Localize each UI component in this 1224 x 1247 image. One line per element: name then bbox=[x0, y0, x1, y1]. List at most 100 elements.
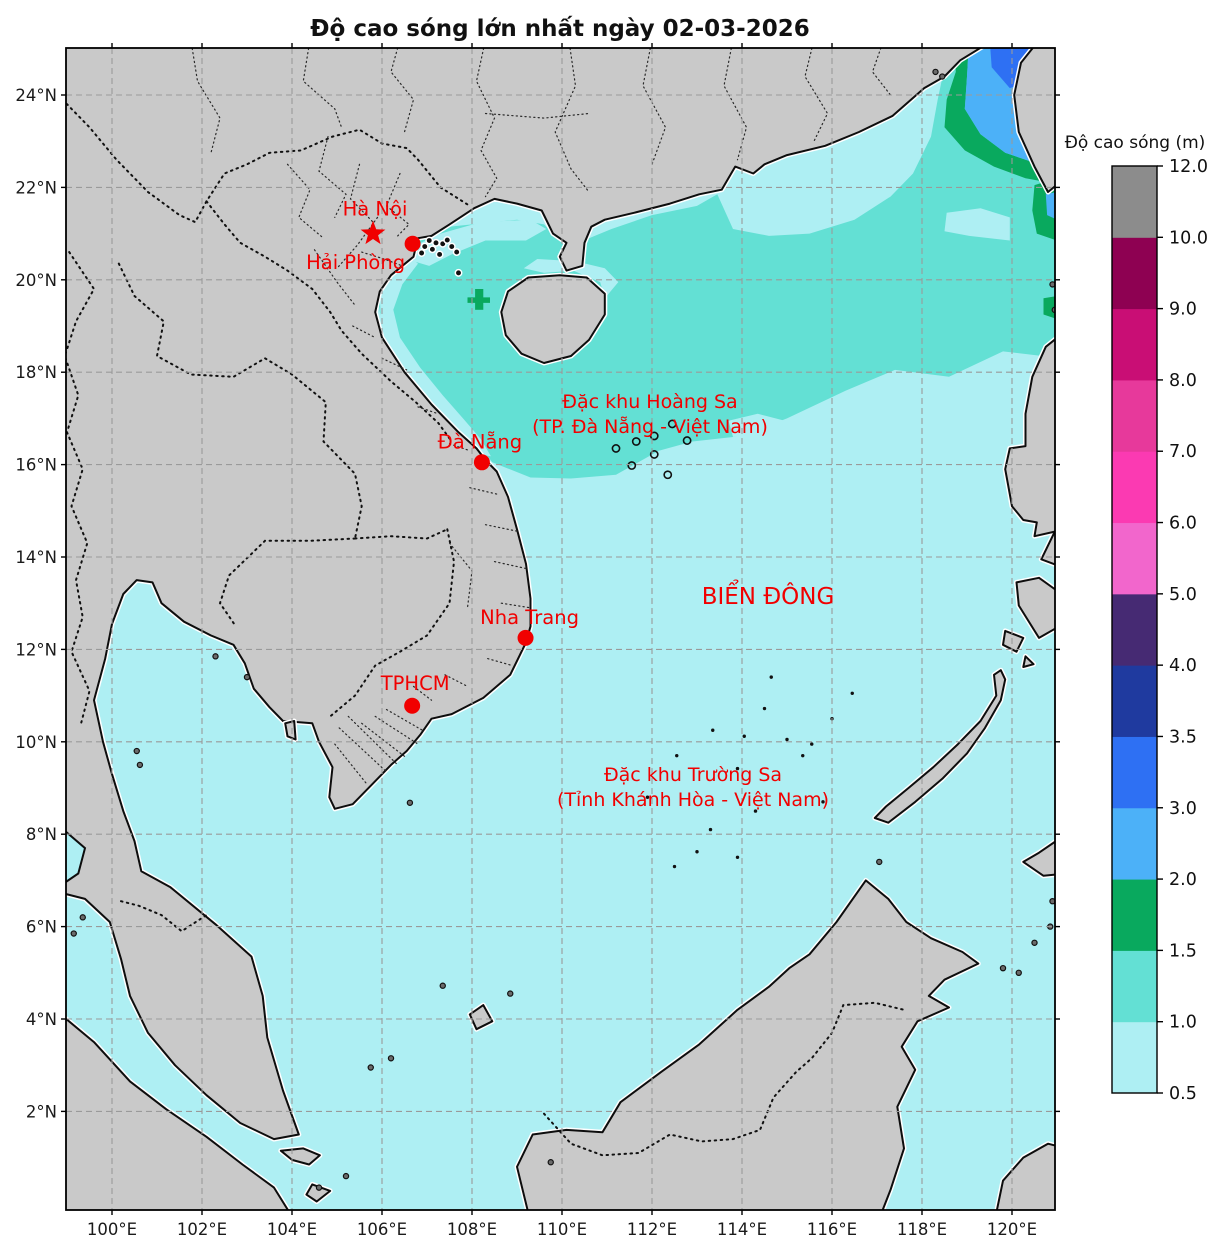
colorbar-segment bbox=[1112, 166, 1157, 238]
axes-layer: 100°E 102°E 104°E 106°E 108°E 110°E 112°E 114°E… bbox=[15, 43, 1060, 1239]
island-dot bbox=[507, 990, 514, 997]
island-dot bbox=[70, 930, 77, 937]
spratly-islet bbox=[711, 728, 715, 732]
country-border-dotted bbox=[543, 1001, 905, 1157]
x-tick-label: 110°E bbox=[537, 1220, 587, 1239]
province-border bbox=[385, 172, 410, 237]
province-border bbox=[475, 48, 498, 198]
colorbar-tick-label: 1.5 bbox=[1169, 941, 1197, 961]
province-border bbox=[347, 715, 399, 766]
province-border bbox=[361, 251, 403, 267]
y-tick-label: 16°N bbox=[15, 456, 57, 475]
landmass-busuanga bbox=[1002, 629, 1025, 653]
colorbar-segment bbox=[1112, 1021, 1157, 1094]
country-border-dotted bbox=[354, 528, 449, 540]
colorbar: 0.5 1.0 1.5 2.0 3.0 3.5 4.0 5.0 6.0 7.0 8.0 9.0 10.0… bbox=[1111, 157, 1208, 1104]
city-label: Nha Trang bbox=[480, 606, 579, 629]
paracel-islet bbox=[663, 470, 673, 480]
map-layers bbox=[66, 48, 1055, 1210]
island-dot bbox=[999, 964, 1007, 972]
wave-region-1.5-2.0m-gulf-spot bbox=[475, 289, 484, 310]
island-dot bbox=[387, 1055, 395, 1062]
province-border bbox=[381, 357, 408, 371]
colorbar-segment bbox=[1112, 522, 1157, 595]
country-border-dotted bbox=[329, 528, 456, 718]
paracel-islet bbox=[649, 431, 659, 441]
landmass-culion bbox=[1022, 655, 1035, 668]
province-border bbox=[804, 48, 829, 142]
paracel-islet bbox=[667, 419, 677, 429]
colorbar-tick-label: 12.0 bbox=[1169, 157, 1208, 177]
colorbar-segment bbox=[1112, 451, 1157, 524]
island-dot bbox=[1031, 939, 1038, 946]
island-dot bbox=[432, 238, 440, 247]
province-border bbox=[554, 48, 590, 193]
colorbar-tick-label: 7.0 bbox=[1169, 442, 1197, 462]
colorbar-segment bbox=[1112, 379, 1157, 452]
city-marker-dot bbox=[404, 235, 421, 252]
island-dot bbox=[406, 799, 414, 806]
landmass-phuquoc bbox=[284, 720, 297, 741]
province-border bbox=[338, 727, 388, 773]
colorbar-tick-label: 5.0 bbox=[1169, 585, 1197, 605]
colorbar-segment bbox=[1112, 736, 1157, 809]
province-border bbox=[334, 743, 367, 784]
y-tick-label: 18°N bbox=[15, 363, 57, 382]
spratly-islet bbox=[695, 850, 699, 854]
y-tick-label: 20°N bbox=[15, 271, 57, 290]
sea-area-label: Đặc khu Hoàng Sa bbox=[562, 391, 737, 413]
province-border bbox=[871, 48, 892, 96]
spratly-islet bbox=[675, 753, 679, 758]
paracel-islet bbox=[682, 436, 692, 445]
colorbar-tick-label: 9.0 bbox=[1169, 300, 1197, 320]
spratly-islet bbox=[801, 753, 805, 758]
sea-area-label: (TP. Đà Nẵng - Việt Nam) bbox=[532, 415, 768, 438]
sea-area-label: (Tỉnh Khánh Hòa - Việt Nam) bbox=[557, 789, 829, 811]
colorbar-tick-label: 10.0 bbox=[1169, 228, 1208, 248]
y-tick-label: 8°N bbox=[26, 825, 57, 844]
spratly-islet bbox=[753, 809, 758, 813]
city-marker-star bbox=[360, 220, 386, 245]
city-marker-dot bbox=[473, 454, 490, 471]
province-border bbox=[417, 406, 439, 415]
colorbar-segment bbox=[1112, 237, 1157, 310]
y-tick-label: 4°N bbox=[26, 1010, 57, 1029]
island-dot bbox=[939, 73, 946, 80]
city-marker-dot bbox=[404, 697, 421, 714]
y-tick-label: 10°N bbox=[15, 733, 57, 752]
province-border bbox=[444, 674, 469, 687]
wave-region-1.5-2.0m-spot bbox=[1043, 296, 1055, 319]
x-tick-label: 104°E bbox=[267, 1220, 317, 1239]
spratly-islet bbox=[785, 737, 789, 742]
colorbar-tick-label: 1.0 bbox=[1169, 1013, 1197, 1033]
colorbar-tick-label: 4.0 bbox=[1169, 656, 1197, 676]
island-dot bbox=[428, 245, 437, 254]
sea-labels-layer: Đặc khu Hoàng Sa(TP. Đà Nẵng - Việt Nam)… bbox=[532, 391, 834, 811]
island-dot bbox=[547, 1159, 554, 1166]
province-border bbox=[448, 443, 471, 452]
x-tick-label: 106°E bbox=[357, 1220, 407, 1239]
city-marker-dot bbox=[517, 629, 534, 646]
paracel-islet bbox=[611, 444, 621, 453]
island-dot bbox=[342, 1172, 350, 1180]
spratly-islet bbox=[769, 675, 773, 679]
city-label: Đà Nẵng bbox=[438, 430, 523, 453]
wave-region-2.0-3.0m-spot bbox=[1045, 192, 1055, 219]
andaman-sea-notch bbox=[66, 830, 87, 884]
spratly-islet bbox=[735, 766, 740, 771]
national-borders-layer bbox=[66, 101, 905, 1157]
country-border-dotted bbox=[117, 262, 363, 540]
paracel-islet bbox=[649, 450, 659, 459]
landmass-lingga bbox=[305, 1183, 332, 1203]
colorbar-segment bbox=[1112, 950, 1157, 1023]
island-dot bbox=[212, 653, 219, 660]
map-area: Đặc khu Hoàng Sa(TP. Đà Nẵng - Việt Nam)… bbox=[15, 43, 1208, 1239]
paracel-islet bbox=[631, 437, 641, 446]
province-border bbox=[349, 163, 374, 223]
landmass-natuna bbox=[468, 1004, 494, 1031]
island-dot bbox=[133, 747, 140, 755]
x-tick-label: 100°E bbox=[87, 1220, 137, 1239]
province-border bbox=[487, 658, 514, 667]
page-title: Độ cao sóng lớn nhất ngày 02-03-2026 bbox=[310, 15, 810, 42]
small-islands-layer bbox=[70, 68, 1055, 1191]
